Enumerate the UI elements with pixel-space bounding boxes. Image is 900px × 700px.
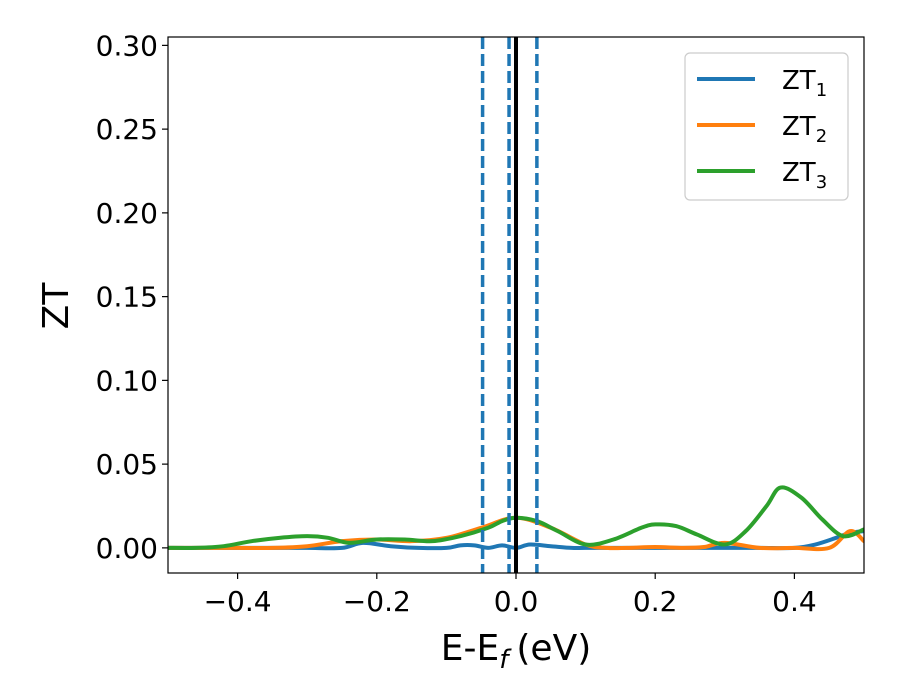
y-tick-label: 0.05 <box>96 448 158 481</box>
y-tick-label: 0.15 <box>96 281 158 314</box>
legend-label-zt3: ZT3 <box>782 158 827 193</box>
y-tick-label: 0.00 <box>96 532 158 565</box>
reference-lines <box>480 37 539 573</box>
legend-box <box>684 52 849 201</box>
x-tick-label: 0.2 <box>633 585 678 618</box>
x-axis-title: E-Ef (eV) <box>441 628 592 675</box>
y-tick-label: 0.25 <box>96 113 158 146</box>
x-tick-label: 0.0 <box>494 585 539 618</box>
legend: ZT1 ZT2 ZT3 <box>684 52 849 201</box>
y-axis-ticks: 0.00 0.05 0.10 0.15 0.20 0.25 0.30 <box>96 29 168 565</box>
x-tick-label: 0.4 <box>772 585 817 618</box>
legend-label-zt1: ZT1 <box>782 66 827 101</box>
y-tick-label: 0.10 <box>96 364 158 397</box>
x-tick-label: −0.2 <box>343 585 411 618</box>
legend-label-zt2: ZT2 <box>782 112 827 147</box>
x-tick-label: −0.4 <box>204 585 272 618</box>
y-tick-label: 0.30 <box>96 29 158 62</box>
y-tick-label: 0.20 <box>96 197 158 230</box>
y-axis-title: ZT <box>36 282 77 330</box>
x-axis-ticks: −0.4 −0.2 0.0 0.2 0.4 <box>204 573 817 618</box>
